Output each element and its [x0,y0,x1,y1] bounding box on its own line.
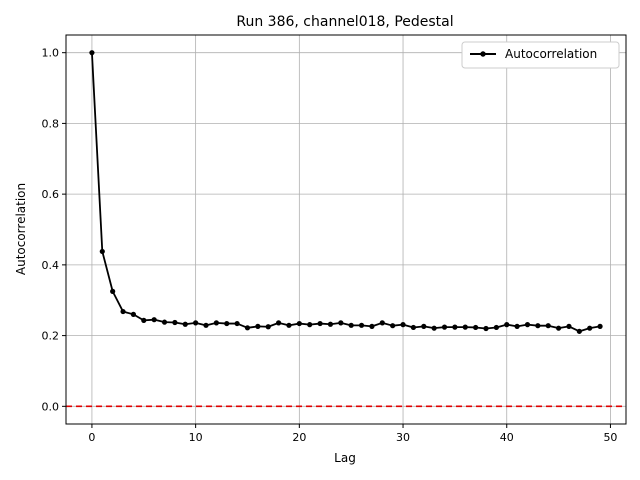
legend-marker-sample [480,51,486,57]
data-point [576,328,582,334]
data-point [462,324,468,330]
data-point [410,324,417,331]
data-point [89,50,95,56]
y-tick-label: 1.0 [42,47,60,60]
data-point [244,325,251,331]
x-tick-label: 50 [603,431,617,444]
plot-frame [65,34,627,425]
data-point [203,322,209,328]
data-point [151,317,157,323]
series-line [91,52,601,333]
x-tick-label: 0 [88,431,95,444]
series-autocorrelation [89,50,603,334]
data-point [172,319,178,326]
data-point [514,323,520,329]
data-point [275,320,282,326]
data-point [338,320,344,326]
data-point [431,325,437,331]
data-point [452,324,458,330]
data-point [99,248,105,255]
legend-box [461,41,620,69]
data-point [441,324,448,330]
legend: Autocorrelation [461,41,620,69]
data-point [296,320,302,327]
y-axis-ticks: 0.0 0.2 0.4 0.6 0.8 1.0 [42,47,66,413]
data-point [483,325,489,332]
x-axis-ticks: 0 10 20 30 40 50 [88,424,617,444]
data-point [130,311,137,317]
y-tick-label: 0.6 [42,188,60,201]
data-point [317,320,323,327]
data-point [504,322,510,328]
data-point [141,317,147,323]
y-axis-label: Autocorrelation [14,183,28,275]
data-point [224,320,230,327]
data-point [358,322,365,328]
data-point [390,323,396,329]
data-point [421,323,427,329]
x-axis-label: Lag [334,451,356,465]
data-point [213,320,219,326]
data-point [161,319,168,325]
data-point [327,321,334,327]
data-point [255,323,261,329]
data-point [493,324,499,331]
data-point [400,322,406,328]
x-tick-label: 40 [500,431,514,444]
data-point [535,323,541,329]
legend-label-autocorrelation: Autocorrelation [505,47,597,61]
y-tick-label: 0.4 [42,259,60,272]
x-tick-label: 10 [189,431,203,444]
data-point [566,323,572,329]
data-point [545,323,551,329]
chart-title: Run 386, channel018, Pedestal [236,14,453,30]
x-tick-label: 30 [396,431,410,444]
y-tick-label: 0.8 [42,117,60,130]
data-point [524,322,531,328]
data-point [348,322,354,328]
data-point [587,325,593,331]
data-point [286,322,292,328]
data-point [265,324,271,330]
data-point [193,320,199,326]
data-point [369,323,375,329]
grid-lines [66,35,626,424]
data-point [110,288,116,294]
data-point [555,325,562,331]
data-point [307,322,313,328]
y-tick-label: 0.2 [42,330,60,343]
data-point [597,323,603,329]
data-point [234,320,240,327]
data-point [379,320,385,326]
data-point [473,324,479,331]
data-point [120,308,126,315]
data-point [182,321,188,327]
y-tick-label: 0.0 [42,400,60,413]
x-tick-label: 20 [292,431,306,444]
